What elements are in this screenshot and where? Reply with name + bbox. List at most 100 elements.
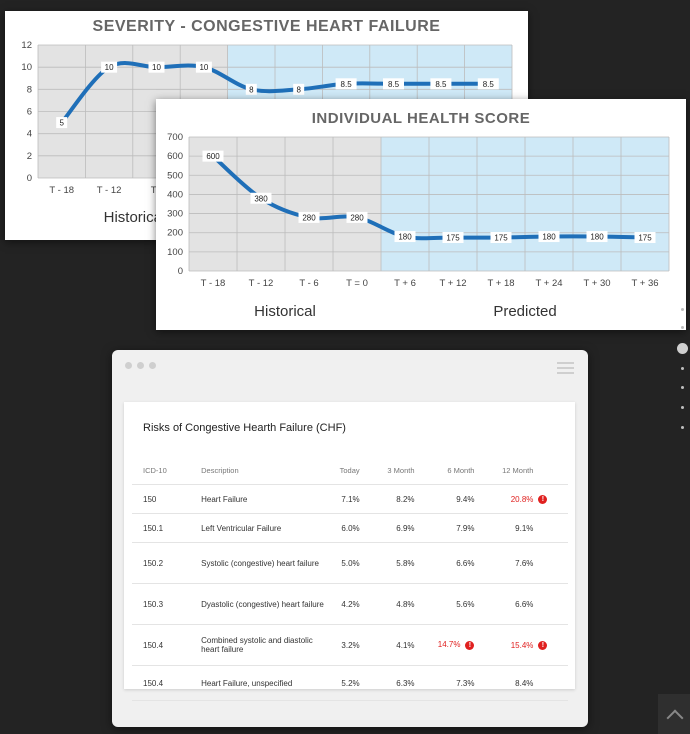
y-tick-label: 300 (167, 209, 183, 220)
alert-icon[interactable]: ! (538, 640, 548, 650)
chevron-up-icon (666, 709, 684, 727)
risk-table: ICD-10 Description Today 3 Month 6 Month… (132, 456, 568, 701)
cell-icd: 150.4 (132, 665, 202, 701)
y-tick-label: 12 (21, 40, 32, 51)
pager-dot[interactable] (681, 308, 684, 311)
table-row[interactable]: 150.2 Systolic (congestive) heart failur… (132, 542, 568, 584)
data-label: 175 (494, 234, 508, 243)
cell-description: Heart Failure (201, 484, 330, 514)
series-line (59, 61, 491, 125)
window-dot-icon[interactable] (149, 362, 156, 369)
y-tick-label: 500 (167, 170, 183, 181)
scroll-to-top-button[interactable] (658, 694, 690, 734)
data-label: 380 (254, 194, 268, 203)
pager-dot[interactable] (681, 406, 684, 409)
data-label-box (586, 231, 608, 243)
cell-12-month: 8.4% (474, 665, 534, 701)
data-label: 8.5 (388, 80, 400, 89)
cell-6-month: 5.6% (414, 583, 475, 625)
data-label-box (250, 192, 272, 204)
pager-dot[interactable] (681, 367, 684, 370)
cell-3-month: 6.3% (359, 665, 415, 701)
cell-6-month: 9.4% (414, 484, 475, 514)
data-label-box (335, 78, 357, 90)
data-label-box (56, 117, 68, 129)
cell-description: Dyastolic (congestive) heart failure (201, 583, 330, 625)
data-label-box (298, 211, 320, 223)
data-label-box (442, 232, 464, 243)
cell-3-month: 6.9% (359, 513, 415, 543)
cell-today: 5.0% (329, 542, 360, 584)
data-label: 180 (398, 233, 412, 242)
menu-icon[interactable] (557, 362, 574, 377)
x-tick-label: T + 30 (583, 278, 610, 289)
cell-3-month: 8.2% (359, 484, 415, 514)
x-tick-label: T - 6 (299, 278, 318, 289)
cell-description: Heart Failure, unspecified (201, 665, 330, 701)
pager-dot[interactable] (681, 386, 684, 389)
alert-icon[interactable]: ! (538, 494, 548, 504)
cell-icd: 150.3 (132, 583, 202, 625)
x-tick-label: T = 0 (346, 278, 368, 289)
alert-icon[interactable]: ! (465, 640, 475, 650)
cell-6-month: 7.9% (414, 513, 475, 543)
cell-12-month: 7.6% (474, 542, 534, 584)
col-header-today: Today (329, 456, 360, 485)
data-label-box (634, 232, 656, 243)
data-label-box (490, 232, 512, 243)
x-tick-label: T - 18 (201, 278, 226, 289)
x-tick-label: T + 24 (535, 278, 562, 289)
table-row[interactable]: 150.4 Heart Failure, unspecified 5.2% 6.… (132, 665, 568, 701)
col-header-3-month: 3 Month (359, 456, 415, 485)
x-tick-label: T + 18 (487, 278, 514, 289)
x-tick-label: T - 18 (49, 185, 74, 196)
data-label: 180 (542, 233, 556, 242)
health-score-chart: 0 100 200 300 400 500 600 700 T - 18 T - 12 T - 6 T… (167, 132, 670, 320)
pager-dot[interactable] (681, 326, 684, 329)
window-dot-icon[interactable] (137, 362, 144, 369)
data-label-box (346, 211, 368, 223)
data-label-box (245, 83, 257, 95)
data-label: 280 (350, 213, 364, 222)
table-row[interactable]: 150.4 Combined systolic and diastolic he… (132, 624, 568, 666)
data-label-box (148, 61, 165, 73)
data-label-box (101, 61, 118, 73)
data-label: 8 (249, 85, 254, 94)
table-row[interactable]: 150 Heart Failure 7.1% 8.2% 9.4% 20.8% ! (132, 484, 568, 514)
cell-today: 3.2% (329, 624, 360, 666)
cell-3-month: 4.8% (359, 583, 415, 625)
y-tick-label: 10 (21, 62, 32, 73)
pager-dot-active[interactable] (677, 343, 688, 354)
cell-icd: 150 (132, 484, 202, 514)
pager-dot[interactable] (681, 426, 684, 429)
risk-panel: Risks of Congestive Hearth Failure (CHF)… (124, 402, 575, 701)
table-row[interactable]: 150.3 Dyastolic (congestive) heart failu… (132, 583, 568, 625)
col-header-12-month: 12 Month (474, 456, 534, 485)
cell-6-month-value: 14.7% (437, 640, 461, 650)
cell-today: 6.0% (329, 513, 360, 543)
historical-label: Historical (254, 303, 316, 320)
cell-12-month: 15.4% (474, 624, 534, 666)
data-label-box (538, 231, 560, 243)
window-dot-icon[interactable] (125, 362, 132, 369)
risk-table-title: Risks of Congestive Hearth Failure (CHF) (143, 422, 346, 434)
data-label: 175 (638, 234, 652, 243)
health-score-chart-card: INDIVIDUAL HEALTH SCORE 0 100 200 300 400 500… (156, 99, 686, 330)
data-label: 10 (152, 63, 161, 72)
cell-12-month: 6.6% (474, 583, 534, 625)
health-score-chart-title: INDIVIDUAL HEALTH SCORE (311, 110, 531, 127)
y-tick-label: 2 (27, 151, 32, 162)
x-tick-label: T - 12 (249, 278, 274, 289)
x-tick-label: T + 6 (394, 278, 416, 289)
data-label-box (477, 78, 499, 90)
data-label: 10 (199, 63, 208, 72)
data-label: 8.5 (435, 80, 447, 89)
data-label-box (430, 78, 452, 90)
cell-description: Systolic (congestive) heart failure (201, 542, 330, 584)
x-tick-label: T - 12 (97, 185, 122, 196)
table-row[interactable]: 150.1 Left Ventricular Failure 6.0% 6.9%… (132, 513, 568, 543)
data-label-box (394, 231, 416, 243)
table-header-row: ICD-10 Description Today 3 Month 6 Month… (132, 456, 568, 485)
cell-description: Left Ventricular Failure (201, 513, 330, 543)
cell-icd: 150.2 (132, 542, 202, 584)
